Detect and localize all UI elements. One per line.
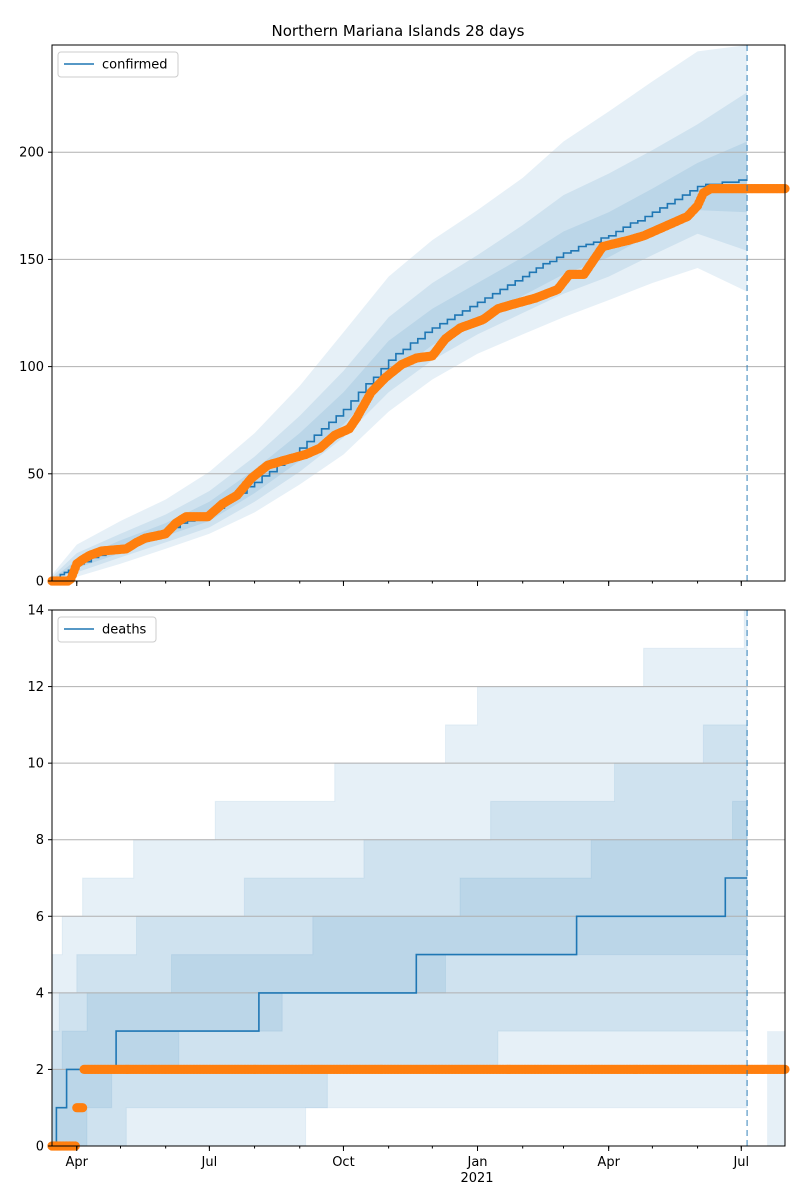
x-tick-label: Apr [597, 1155, 620, 1170]
y-tick-label: 0 [36, 575, 44, 590]
median-line [52, 877, 748, 1147]
y-tick-label: 12 [27, 680, 44, 695]
x-tick-label: Oct [332, 1155, 354, 1170]
deaths-y-ticks: 0 2 4 6 8 10 12 14 [27, 604, 52, 1155]
confirmed-axes-frame [51, 44, 786, 582]
observed-point [78, 1103, 88, 1113]
legend-label-deaths: deaths [102, 623, 147, 638]
y-tick-label: 100 [19, 360, 44, 375]
deaths-axes-frame [51, 609, 786, 1147]
trailing-band [767, 1031, 785, 1146]
deaths-median-line [52, 877, 748, 1147]
y-tick-label: 200 [19, 146, 44, 161]
confirmed-y-ticks: 0 50 100 150 200 [19, 146, 52, 590]
y-tick-label: 4 [36, 986, 44, 1001]
confirmed-x-ticks [76, 581, 742, 586]
y-tick-label: 50 [27, 467, 44, 482]
confirmed-panel: 0 50 100 150 200 confirmed [19, 44, 790, 590]
x-tick-label: Apr [66, 1155, 89, 1170]
deaths-uncertainty-bands [51, 609, 785, 1147]
deaths-x-ticks: Apr Jul Oct Jan Apr Jul [66, 1146, 749, 1170]
band-95pct [52, 45, 748, 581]
y-tick-label: 150 [19, 253, 44, 268]
chart-title: Northern Mariana Islands 28 days [272, 22, 525, 40]
band-95pct [51, 609, 748, 1147]
y-tick-label: 10 [27, 757, 44, 772]
y-tick-label: 14 [27, 604, 44, 619]
confirmed-uncertainty-bands [52, 45, 748, 581]
confirmed-legend: confirmed [57, 51, 179, 78]
band-80pct [52, 92, 748, 581]
confirmed-gridlines [52, 151, 785, 475]
band-80pct [51, 724, 748, 1147]
y-tick-label: 0 [36, 1140, 44, 1155]
x-axis-year-label: 2021 [460, 1171, 493, 1186]
y-tick-label: 6 [36, 910, 44, 925]
y-tick-label: 2 [36, 1063, 44, 1078]
deaths-panel: 0 2 4 6 8 10 12 14 Apr Jul Oct Jan Apr Jul 2021 deat… [27, 604, 790, 1186]
x-tick-label: Jul [201, 1155, 218, 1170]
deaths-legend: deaths [57, 616, 157, 643]
x-tick-label: Jul [732, 1155, 749, 1170]
deaths-observed-points [47, 1064, 790, 1151]
x-tick-label: Jan [466, 1155, 487, 1170]
confirmed-observed-points [47, 184, 790, 586]
y-tick-label: 8 [36, 833, 44, 848]
legend-label-confirmed: confirmed [102, 58, 168, 73]
